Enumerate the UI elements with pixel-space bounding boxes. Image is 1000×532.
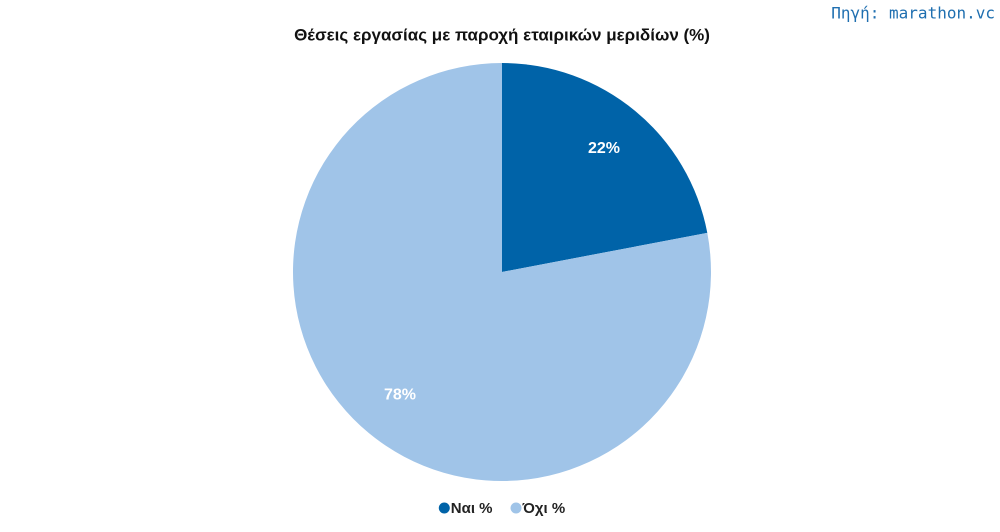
source: Πηγή: marathon.vc (831, 4, 995, 23)
pie-slice (292, 63, 711, 481)
chart-title: Θέσεις εργασίας με παροχή εταιρικών μερι… (294, 25, 710, 44)
legend-label: Ναι % (451, 500, 493, 517)
pie-slice (502, 63, 708, 272)
value-label: 78% (384, 387, 416, 404)
value-label: 22% (588, 140, 620, 157)
legend-label: Όχι % (522, 500, 566, 517)
legend-marker (510, 502, 522, 514)
legend-marker (438, 502, 450, 514)
